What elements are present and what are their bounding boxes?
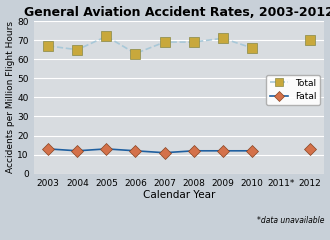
X-axis label: Calendar Year: Calendar Year (143, 190, 215, 200)
Legend: Total, Fatal: Total, Fatal (266, 75, 320, 105)
Y-axis label: Accidents per Million Flight Hours: Accidents per Million Flight Hours (6, 21, 15, 174)
Text: *data unavailable: *data unavailable (257, 216, 324, 225)
Title: General Aviation Accident Rates, 2003-2012: General Aviation Accident Rates, 2003-20… (24, 6, 330, 18)
